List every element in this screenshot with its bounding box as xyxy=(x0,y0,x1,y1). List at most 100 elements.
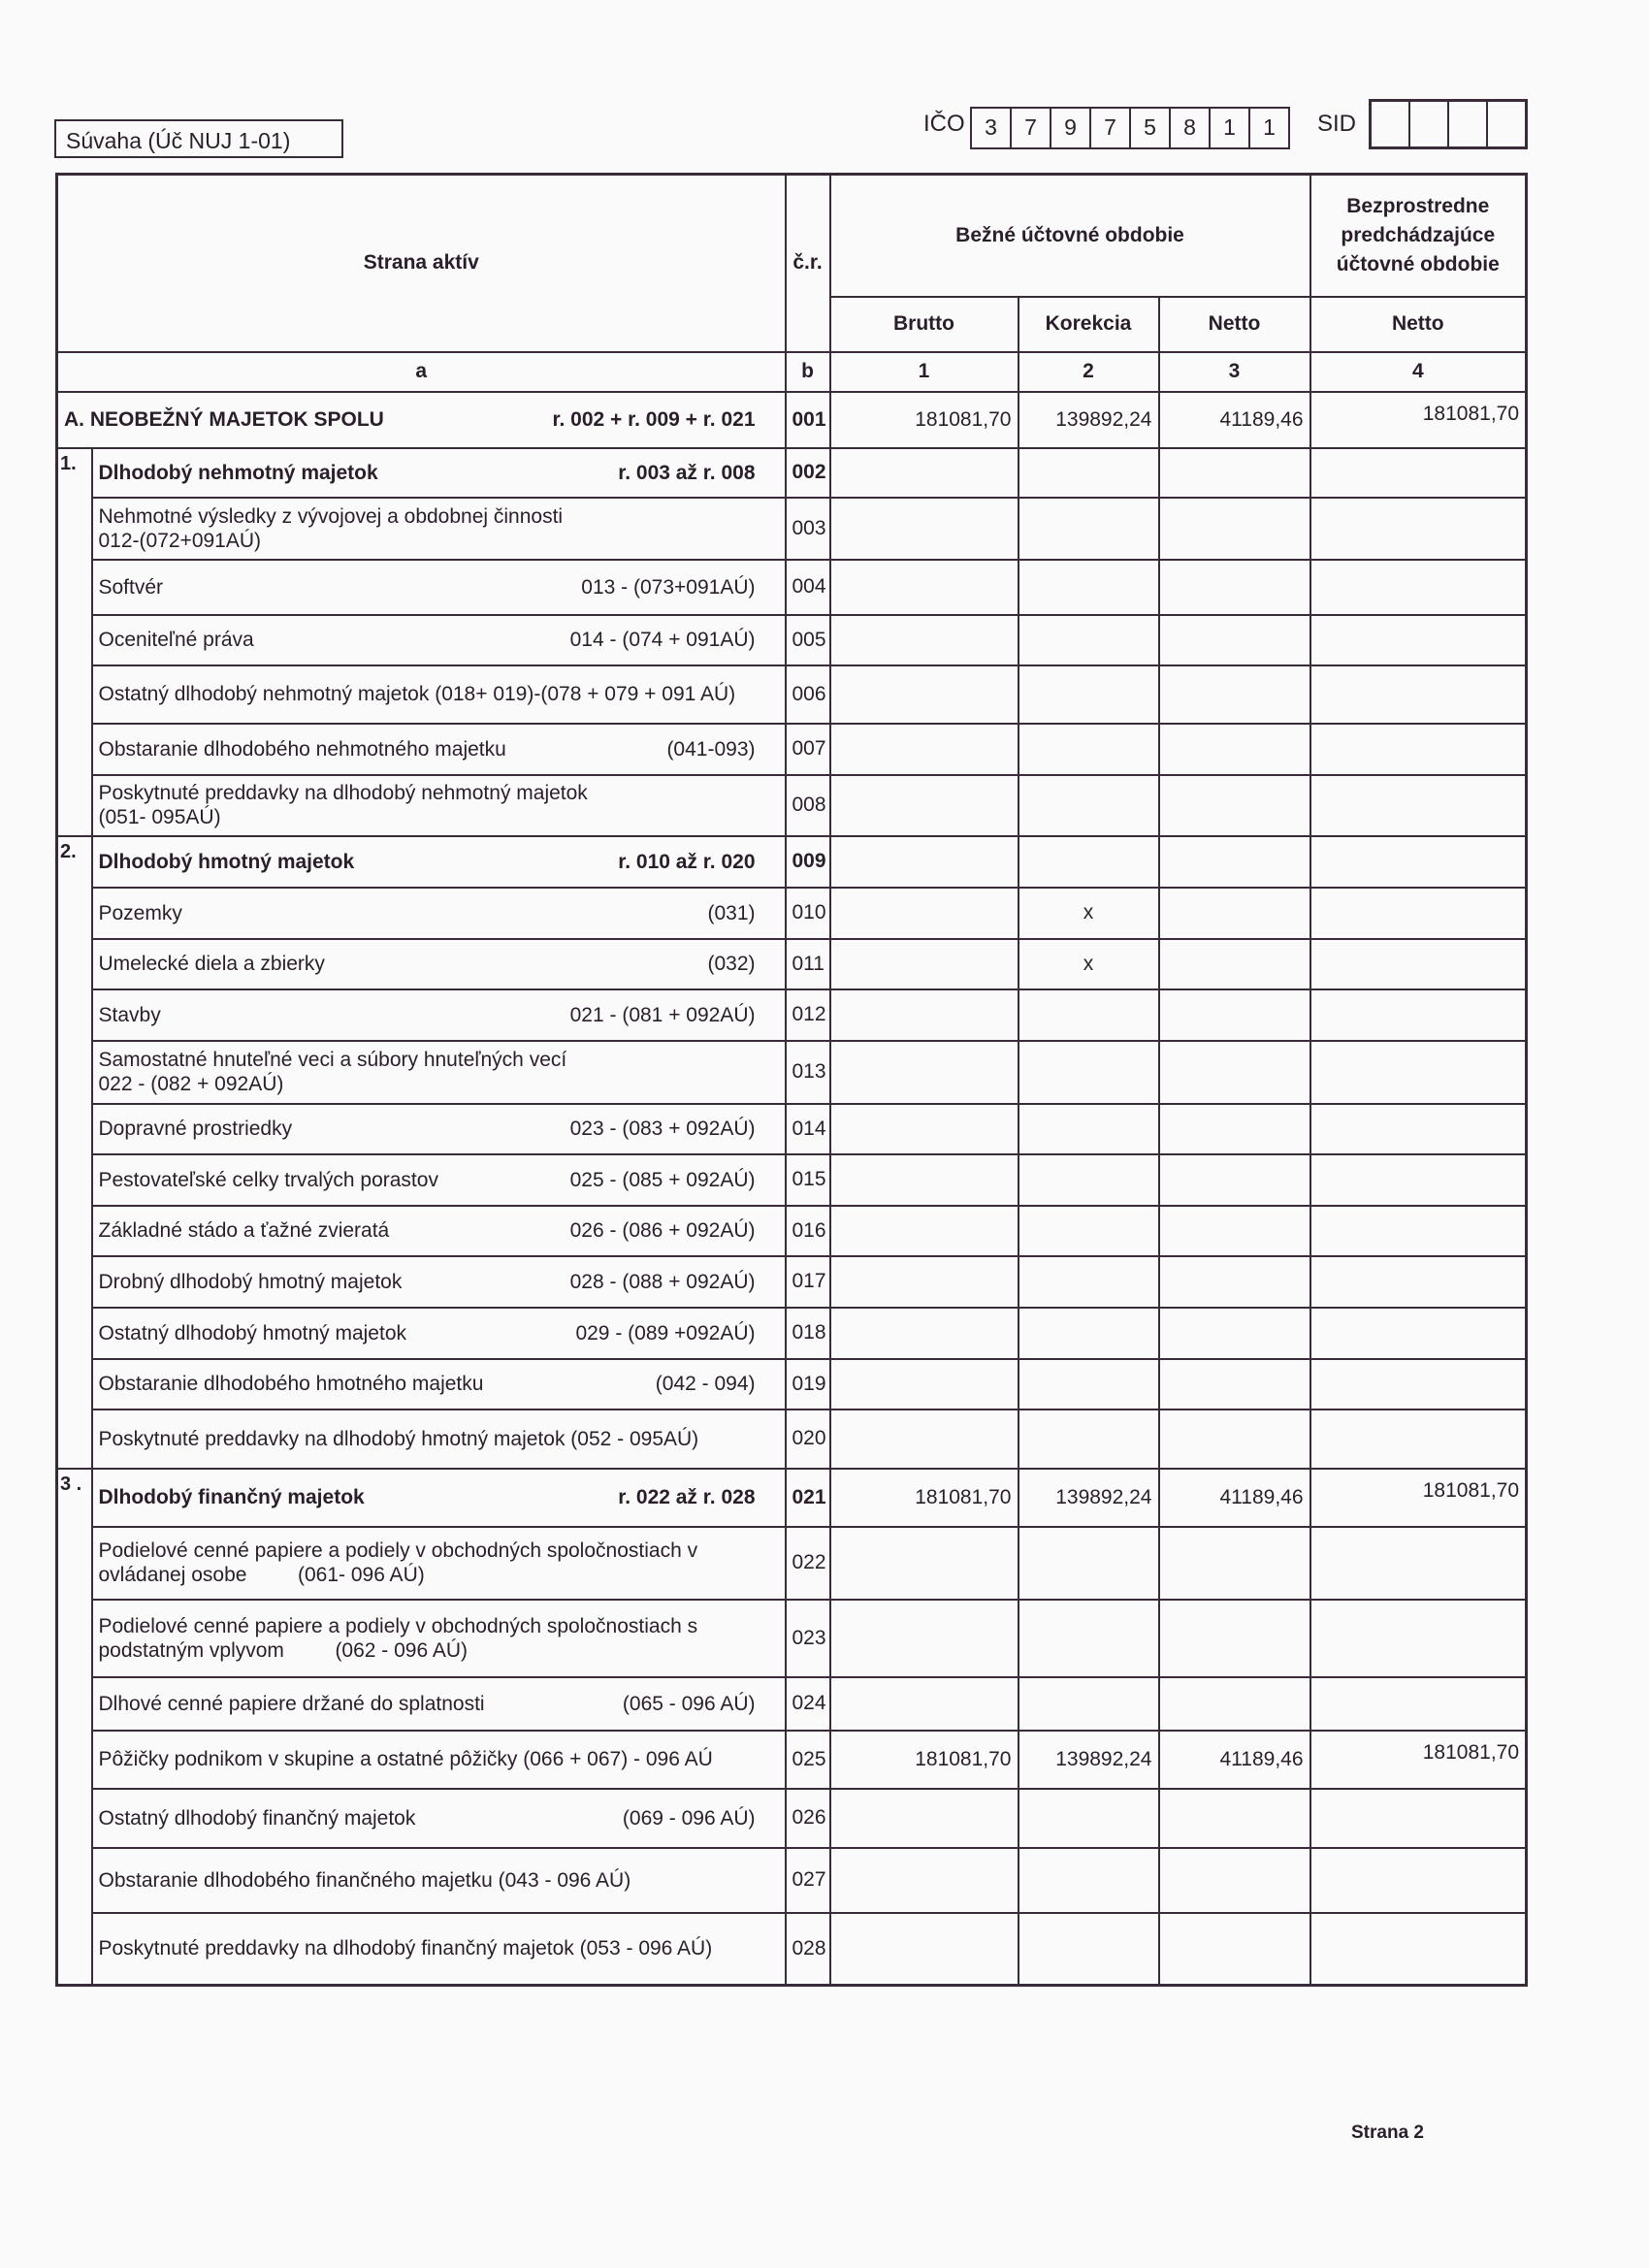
netto-cell[interactable] xyxy=(1157,988,1311,1042)
brutto-cell[interactable] xyxy=(828,1204,1019,1257)
korekcia-cell[interactable] xyxy=(1017,613,1160,666)
netto-cell[interactable] xyxy=(1157,722,1311,776)
korekcia-cell[interactable] xyxy=(1017,1306,1160,1360)
netto-cell[interactable] xyxy=(1157,496,1311,561)
netto-cell[interactable] xyxy=(1157,1204,1311,1257)
netto-cell[interactable] xyxy=(1157,1525,1311,1601)
netto-prev-cell[interactable] xyxy=(1309,446,1528,499)
netto-prev-cell[interactable] xyxy=(1309,1102,1528,1155)
brutto-cell[interactable]: 181081,70 xyxy=(828,390,1019,449)
netto-cell[interactable] xyxy=(1157,1675,1311,1732)
brutto-cell[interactable] xyxy=(828,1152,1019,1207)
brutto-cell[interactable] xyxy=(828,1306,1019,1360)
netto-prev-cell[interactable] xyxy=(1309,1675,1528,1732)
netto-prev-cell[interactable] xyxy=(1309,613,1528,666)
korekcia-cell[interactable]: 139892,24 xyxy=(1017,1729,1160,1790)
korekcia-cell[interactable]: x xyxy=(1017,937,1160,990)
netto-cell[interactable] xyxy=(1157,664,1311,725)
brutto-cell[interactable] xyxy=(828,937,1019,990)
brutto-cell[interactable] xyxy=(828,1598,1019,1678)
netto-cell[interactable] xyxy=(1157,446,1311,499)
netto-prev-cell[interactable]: 181081,70 xyxy=(1309,390,1528,449)
netto-prev-cell[interactable] xyxy=(1309,1598,1528,1678)
korekcia-cell[interactable] xyxy=(1017,1102,1160,1155)
netto-prev-cell[interactable]: 181081,70 xyxy=(1309,1467,1528,1528)
netto-cell[interactable] xyxy=(1157,773,1311,837)
netto-prev-cell[interactable] xyxy=(1309,773,1528,837)
brutto-cell[interactable] xyxy=(828,446,1019,499)
netto-prev-cell[interactable] xyxy=(1309,1787,1528,1849)
netto-prev-cell[interactable] xyxy=(1309,496,1528,561)
netto-prev-cell[interactable] xyxy=(1309,1204,1528,1257)
brutto-cell[interactable] xyxy=(828,886,1019,940)
brutto-cell[interactable] xyxy=(828,773,1019,837)
netto-prev-cell[interactable] xyxy=(1309,1911,1528,1987)
korekcia-cell[interactable] xyxy=(1017,446,1160,499)
netto-prev-cell[interactable] xyxy=(1309,1254,1528,1309)
korekcia-cell[interactable] xyxy=(1017,1357,1160,1410)
korekcia-cell[interactable] xyxy=(1017,1675,1160,1732)
netto-cell[interactable]: 41189,46 xyxy=(1157,390,1311,449)
korekcia-cell[interactable] xyxy=(1017,1204,1160,1257)
brutto-cell[interactable]: 181081,70 xyxy=(828,1729,1019,1790)
netto-prev-cell[interactable] xyxy=(1309,886,1528,940)
netto-prev-cell[interactable] xyxy=(1309,1152,1528,1207)
netto-cell[interactable] xyxy=(1157,558,1311,616)
korekcia-cell[interactable] xyxy=(1017,1787,1160,1849)
korekcia-cell[interactable] xyxy=(1017,722,1160,776)
netto-cell[interactable] xyxy=(1157,1102,1311,1155)
netto-cell[interactable] xyxy=(1157,613,1311,666)
netto-cell[interactable] xyxy=(1157,1787,1311,1849)
korekcia-cell[interactable]: x xyxy=(1017,886,1160,940)
brutto-cell[interactable] xyxy=(828,1525,1019,1601)
brutto-cell[interactable] xyxy=(828,1102,1019,1155)
netto-cell[interactable] xyxy=(1157,1152,1311,1207)
netto-cell[interactable] xyxy=(1157,1598,1311,1678)
netto-prev-cell[interactable] xyxy=(1309,558,1528,616)
korekcia-cell[interactable] xyxy=(1017,773,1160,837)
brutto-cell[interactable] xyxy=(828,1846,1019,1914)
korekcia-cell[interactable] xyxy=(1017,496,1160,561)
netto-cell[interactable] xyxy=(1157,1846,1311,1914)
netto-prev-cell[interactable] xyxy=(1309,1525,1528,1601)
korekcia-cell[interactable] xyxy=(1017,1254,1160,1309)
brutto-cell[interactable] xyxy=(828,1408,1019,1470)
netto-cell[interactable] xyxy=(1157,1911,1311,1987)
korekcia-cell[interactable] xyxy=(1017,988,1160,1042)
korekcia-cell[interactable] xyxy=(1017,558,1160,616)
netto-cell[interactable]: 41189,46 xyxy=(1157,1729,1311,1790)
netto-prev-cell[interactable]: 181081,70 xyxy=(1309,1729,1528,1790)
korekcia-cell[interactable] xyxy=(1017,1911,1160,1987)
netto-cell[interactable] xyxy=(1157,1254,1311,1309)
netto-prev-cell[interactable] xyxy=(1309,1306,1528,1360)
brutto-cell[interactable] xyxy=(828,988,1019,1042)
netto-cell[interactable] xyxy=(1157,1039,1311,1105)
korekcia-cell[interactable] xyxy=(1017,1846,1160,1914)
netto-cell[interactable] xyxy=(1157,834,1311,889)
brutto-cell[interactable] xyxy=(828,558,1019,616)
brutto-cell[interactable] xyxy=(828,1039,1019,1105)
netto-prev-cell[interactable] xyxy=(1309,1846,1528,1914)
brutto-cell[interactable] xyxy=(828,664,1019,725)
brutto-cell[interactable] xyxy=(828,1675,1019,1732)
korekcia-cell[interactable] xyxy=(1017,1152,1160,1207)
korekcia-cell[interactable] xyxy=(1017,1598,1160,1678)
netto-prev-cell[interactable] xyxy=(1309,664,1528,725)
brutto-cell[interactable] xyxy=(828,1254,1019,1309)
netto-cell[interactable]: 41189,46 xyxy=(1157,1467,1311,1528)
netto-prev-cell[interactable] xyxy=(1309,937,1528,990)
korekcia-cell[interactable]: 139892,24 xyxy=(1017,1467,1160,1528)
netto-cell[interactable] xyxy=(1157,1357,1311,1410)
netto-prev-cell[interactable] xyxy=(1309,1408,1528,1470)
brutto-cell[interactable] xyxy=(828,834,1019,889)
netto-prev-cell[interactable] xyxy=(1309,722,1528,776)
brutto-cell[interactable] xyxy=(828,1357,1019,1410)
netto-cell[interactable] xyxy=(1157,937,1311,990)
korekcia-cell[interactable] xyxy=(1017,1408,1160,1470)
brutto-cell[interactable] xyxy=(828,1911,1019,1987)
netto-cell[interactable] xyxy=(1157,1306,1311,1360)
korekcia-cell[interactable] xyxy=(1017,1039,1160,1105)
brutto-cell[interactable] xyxy=(828,1787,1019,1849)
brutto-cell[interactable] xyxy=(828,496,1019,561)
brutto-cell[interactable] xyxy=(828,613,1019,666)
